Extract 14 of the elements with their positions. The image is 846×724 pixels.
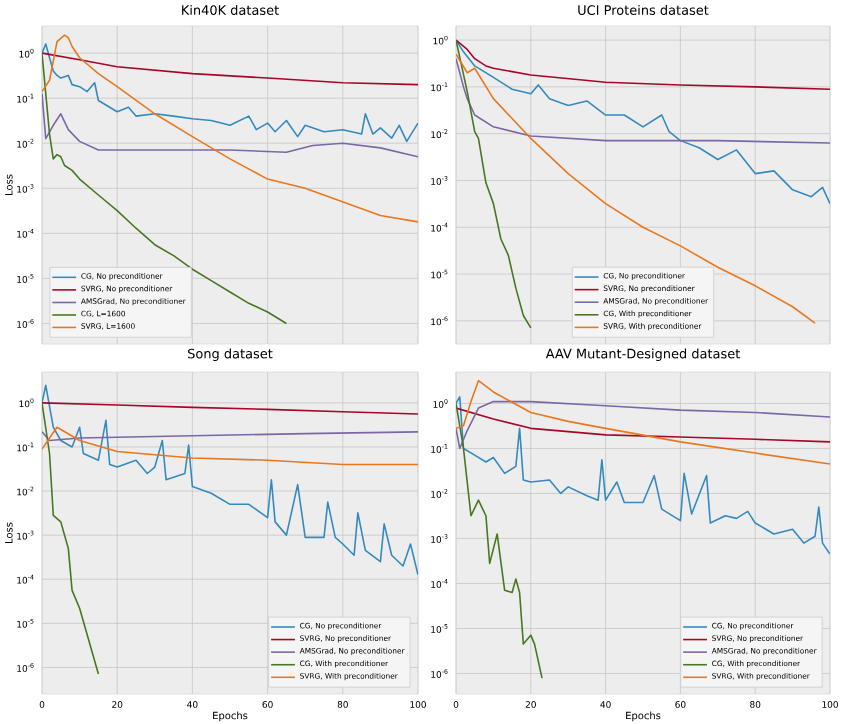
- line-series: [456, 379, 831, 465]
- line-series: [456, 53, 816, 325]
- line-series: [456, 57, 831, 144]
- line-series: [456, 39, 831, 91]
- line-series: [456, 39, 831, 205]
- line-series: [42, 43, 418, 143]
- line-series: [42, 426, 418, 466]
- line-series: [42, 52, 418, 86]
- line-series: [42, 384, 418, 576]
- line-series: [42, 52, 288, 325]
- line-series: [42, 402, 100, 675]
- line-series: [456, 39, 532, 329]
- line-series: [456, 402, 543, 679]
- line-series: [456, 396, 831, 555]
